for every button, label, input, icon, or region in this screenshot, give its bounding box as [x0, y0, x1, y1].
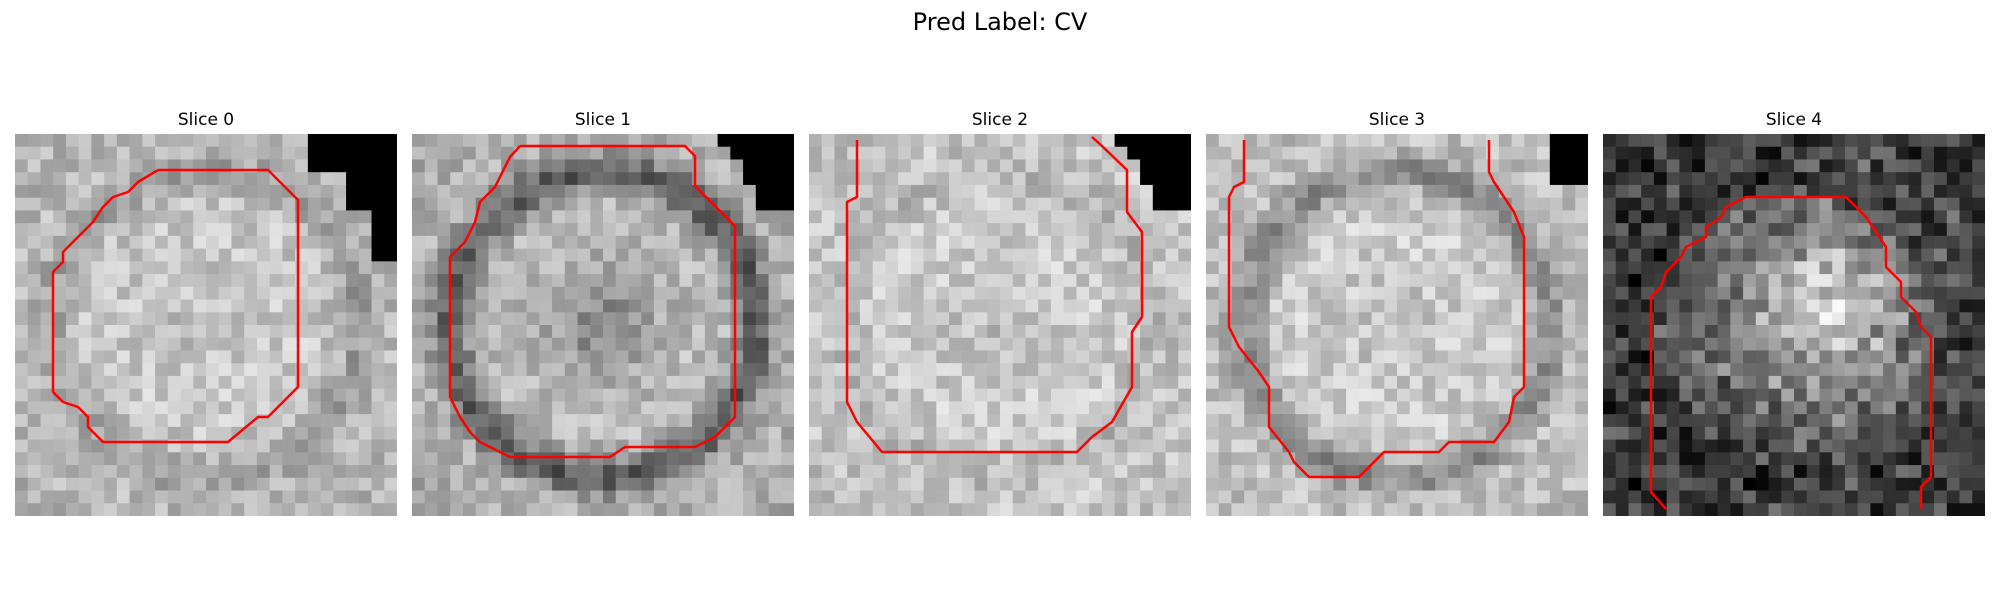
slice-2-image	[809, 134, 1191, 516]
slice-0-contour	[51, 168, 300, 444]
slice-1-contour	[448, 144, 737, 459]
slice-3-image	[1206, 134, 1588, 516]
slice-1-svg	[412, 134, 794, 516]
slice-4-contour	[1649, 195, 1933, 510]
slice-4-title: Slice 4	[1765, 110, 1823, 130]
slice-2-title: Slice 2	[971, 110, 1029, 130]
slice-2-contour	[845, 136, 1144, 454]
slice-1-title: Slice 1	[574, 110, 632, 130]
slice-1-image	[412, 134, 794, 516]
slice-0-svg	[15, 134, 397, 516]
slice-0-title: Slice 0	[177, 110, 235, 130]
slice-0-image	[15, 134, 397, 516]
slice-3-svg	[1206, 134, 1588, 516]
slice-3-title: Slice 3	[1368, 110, 1426, 130]
slice-3-contour	[1227, 140, 1526, 479]
slice-4-svg	[1603, 134, 1985, 516]
figure-title: Pred Label: CV	[912, 8, 1088, 36]
slice-2-svg	[809, 134, 1191, 516]
slice-4-image	[1603, 134, 1985, 516]
